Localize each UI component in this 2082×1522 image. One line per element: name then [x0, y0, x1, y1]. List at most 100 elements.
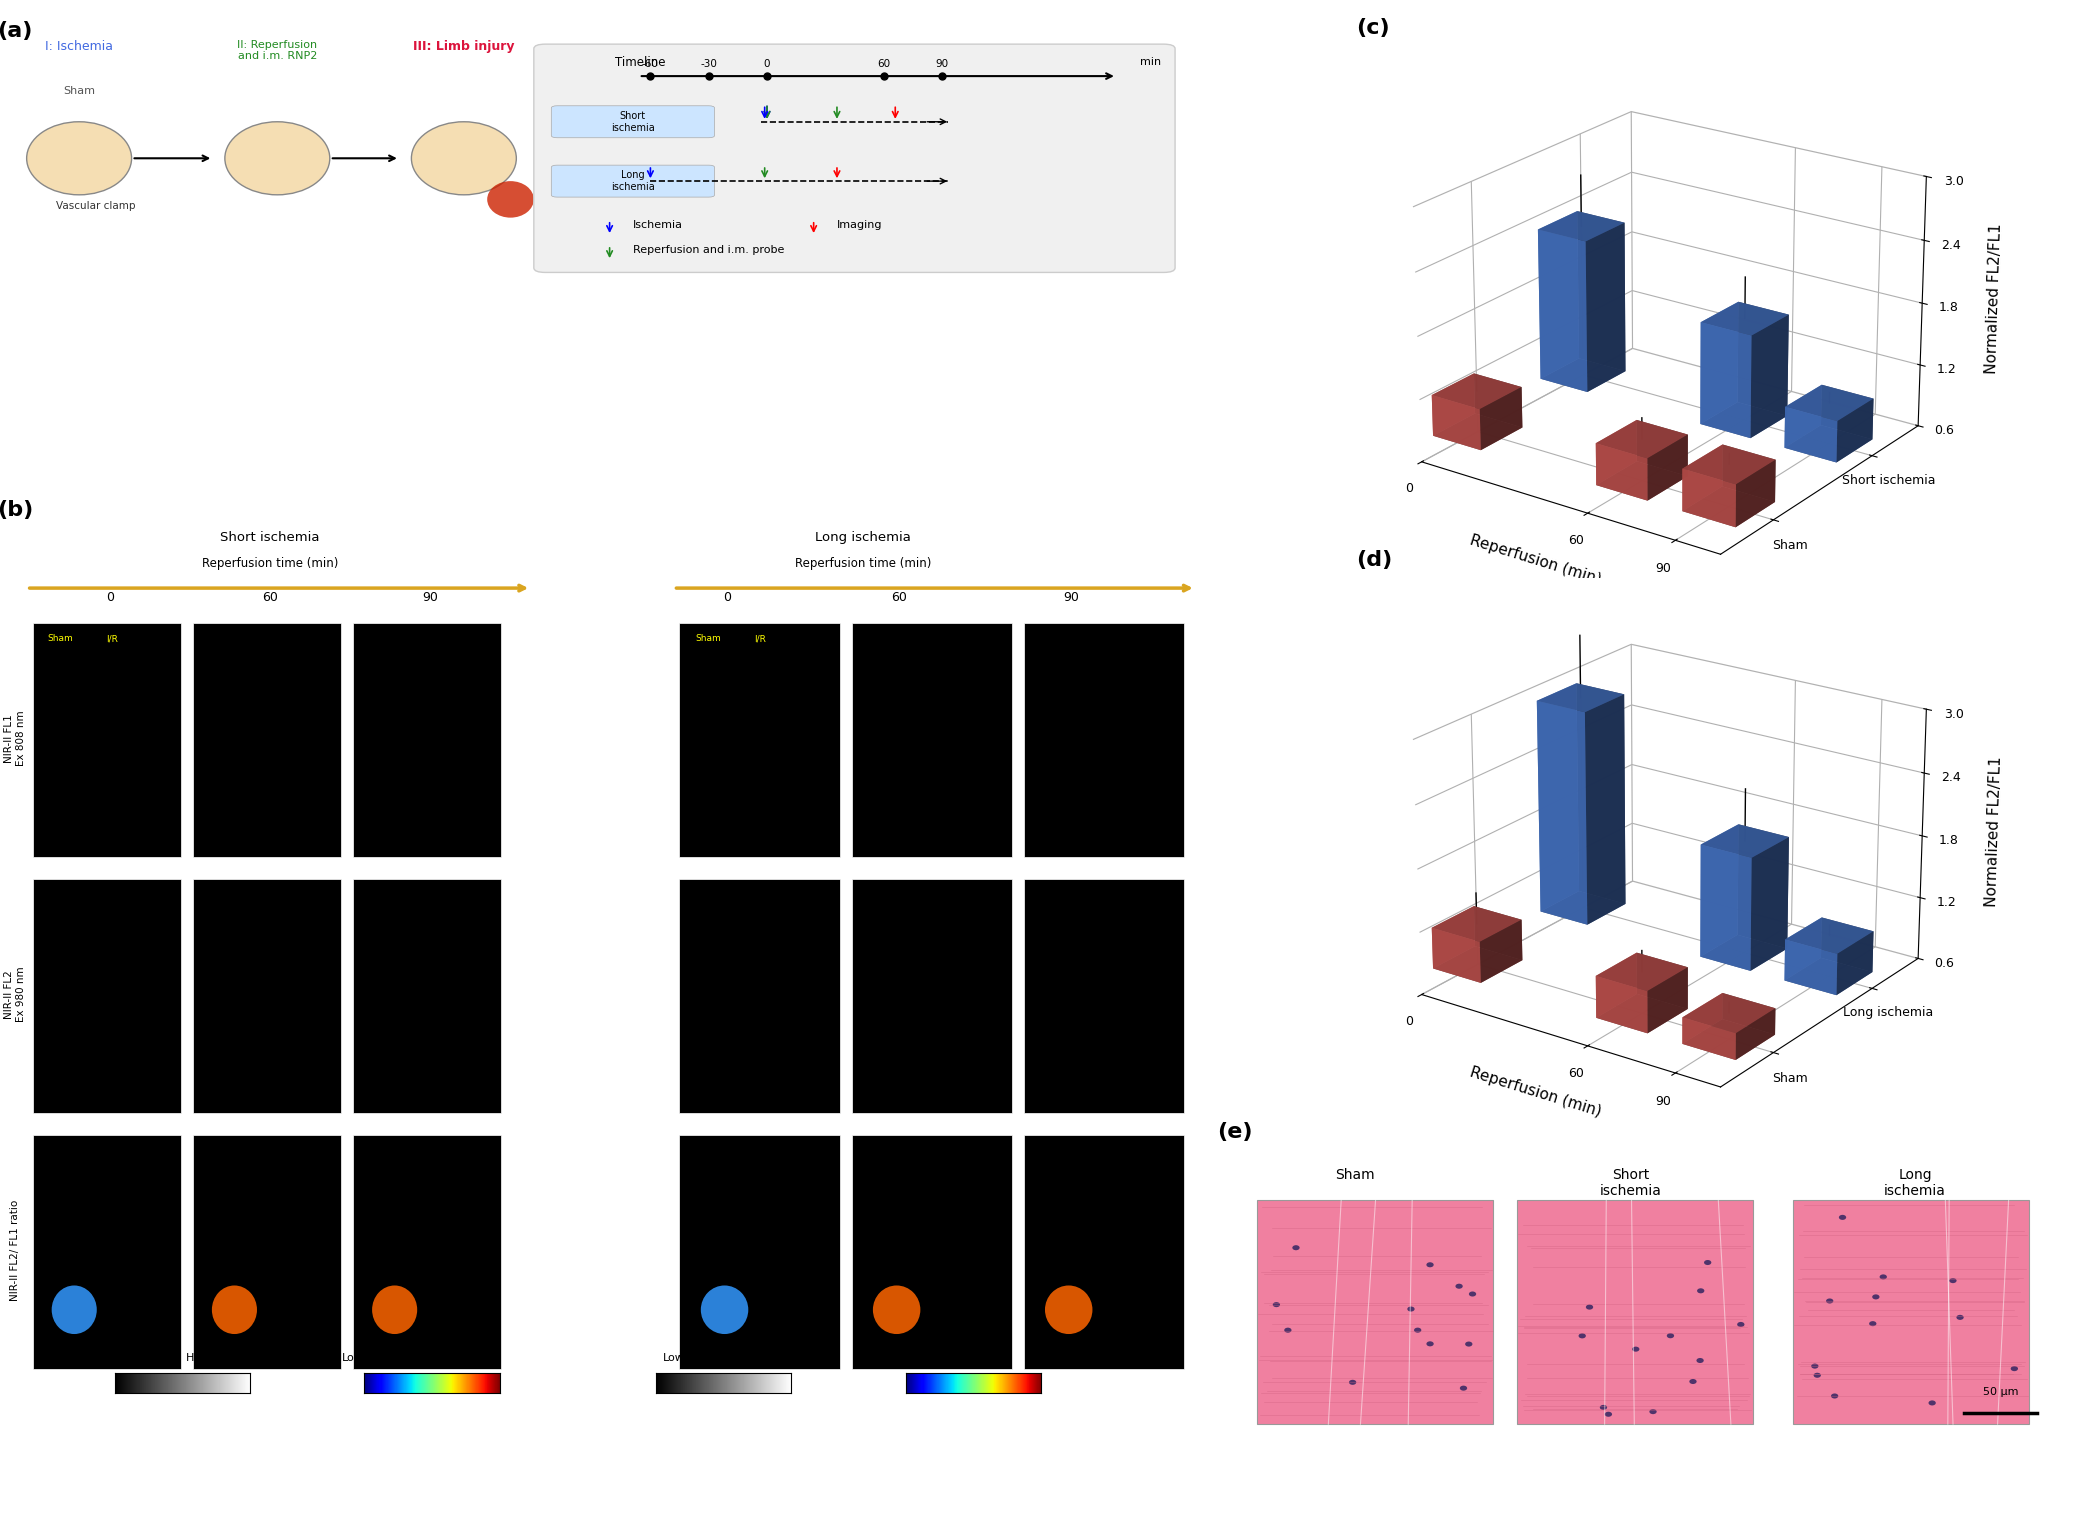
Ellipse shape — [2011, 1367, 2017, 1371]
Text: Sham: Sham — [48, 635, 73, 644]
Ellipse shape — [1689, 1379, 1697, 1383]
Ellipse shape — [1872, 1294, 1880, 1300]
Ellipse shape — [1459, 1385, 1468, 1391]
Text: Low: Low — [960, 1353, 981, 1362]
Text: Reperfusion time (min): Reperfusion time (min) — [202, 557, 337, 571]
Ellipse shape — [1830, 1394, 1838, 1399]
Text: Sham: Sham — [1335, 1167, 1374, 1181]
Text: Long ischemia: Long ischemia — [816, 531, 912, 543]
Bar — [1024, 880, 1185, 1114]
Bar — [852, 624, 1012, 857]
Text: 60: 60 — [877, 59, 891, 68]
Ellipse shape — [1697, 1288, 1705, 1294]
Bar — [1258, 1199, 1493, 1425]
Bar — [354, 1135, 502, 1370]
Ellipse shape — [1426, 1262, 1434, 1268]
Text: 90: 90 — [1064, 592, 1078, 604]
FancyBboxPatch shape — [552, 164, 714, 196]
Ellipse shape — [1870, 1321, 1876, 1326]
Bar — [679, 1135, 839, 1370]
Ellipse shape — [702, 1286, 747, 1333]
Ellipse shape — [1838, 1215, 1847, 1221]
Text: -60: -60 — [641, 59, 658, 68]
Text: High: High — [185, 1353, 212, 1362]
Text: Reperfusion and i.m. probe: Reperfusion and i.m. probe — [633, 245, 785, 256]
Ellipse shape — [1455, 1283, 1464, 1289]
Text: 0: 0 — [722, 592, 731, 604]
Ellipse shape — [1736, 1323, 1745, 1327]
Bar — [679, 624, 839, 857]
Text: min: min — [1141, 58, 1162, 67]
Ellipse shape — [1605, 1412, 1611, 1417]
Text: 0: 0 — [764, 59, 770, 68]
Ellipse shape — [1293, 1245, 1299, 1250]
Text: I/R: I/R — [106, 635, 119, 644]
Ellipse shape — [225, 122, 329, 195]
Text: (e): (e) — [1216, 1122, 1251, 1142]
FancyBboxPatch shape — [533, 44, 1174, 272]
Ellipse shape — [1414, 1327, 1422, 1333]
Text: Timeline: Timeline — [616, 56, 666, 68]
Ellipse shape — [1668, 1333, 1674, 1338]
Text: 90: 90 — [935, 59, 949, 68]
Ellipse shape — [412, 122, 516, 195]
Ellipse shape — [1813, 1373, 1822, 1377]
Text: NIR-II FL1
Ex 808 nm: NIR-II FL1 Ex 808 nm — [4, 711, 25, 766]
Bar — [194, 1135, 341, 1370]
Ellipse shape — [27, 122, 131, 195]
Ellipse shape — [487, 181, 533, 218]
Text: NIR-II FL2/ FL1 ratio: NIR-II FL2/ FL1 ratio — [10, 1199, 21, 1301]
Ellipse shape — [1045, 1286, 1093, 1333]
Text: High: High — [1076, 1353, 1101, 1362]
Bar — [1793, 1199, 2028, 1425]
Text: (c): (c) — [1355, 18, 1389, 38]
Ellipse shape — [1578, 1333, 1586, 1338]
Text: Long
ischemia: Long ischemia — [610, 170, 656, 192]
Ellipse shape — [1949, 1278, 1957, 1283]
Ellipse shape — [1272, 1303, 1280, 1307]
Ellipse shape — [1407, 1306, 1414, 1312]
Text: Long
ischemia: Long ischemia — [1884, 1167, 1947, 1198]
Text: Sham: Sham — [62, 87, 96, 96]
Text: Imaging: Imaging — [837, 219, 883, 230]
Ellipse shape — [212, 1286, 256, 1333]
Text: Short
ischemia: Short ischemia — [610, 111, 656, 132]
Ellipse shape — [1811, 1364, 1818, 1368]
Text: (b): (b) — [0, 499, 33, 521]
X-axis label: Reperfusion (min): Reperfusion (min) — [1468, 1065, 1603, 1120]
Bar — [354, 624, 502, 857]
Text: 50 μm: 50 μm — [1982, 1387, 2017, 1397]
Text: -30: -30 — [700, 59, 716, 68]
Ellipse shape — [1426, 1341, 1434, 1347]
Text: II: Reperfusion
and i.m. RNP2: II: Reperfusion and i.m. RNP2 — [237, 40, 316, 61]
Ellipse shape — [1466, 1341, 1472, 1347]
Ellipse shape — [373, 1286, 416, 1333]
Text: Low: Low — [69, 1353, 92, 1362]
Text: Ischemia: Ischemia — [633, 219, 683, 230]
Bar — [679, 880, 839, 1114]
Bar — [33, 624, 181, 857]
Ellipse shape — [1649, 1409, 1657, 1414]
Text: (d): (d) — [1355, 549, 1393, 571]
Bar — [354, 880, 502, 1114]
Ellipse shape — [1632, 1347, 1639, 1352]
FancyBboxPatch shape — [552, 107, 714, 139]
Ellipse shape — [1285, 1327, 1291, 1333]
Text: 0: 0 — [106, 592, 115, 604]
Text: Sham: Sham — [695, 635, 720, 644]
Text: High: High — [458, 1353, 485, 1362]
Text: I/R: I/R — [754, 635, 766, 644]
Text: Low: Low — [341, 1353, 364, 1362]
Ellipse shape — [1470, 1292, 1476, 1297]
Ellipse shape — [1826, 1298, 1834, 1303]
Ellipse shape — [1599, 1405, 1607, 1409]
Text: NIR-II FL2
Ex 980 nm: NIR-II FL2 Ex 980 nm — [4, 966, 25, 1021]
Bar — [852, 880, 1012, 1114]
Text: Short ischemia: Short ischemia — [221, 531, 321, 543]
Bar — [33, 1135, 181, 1370]
Text: Short
ischemia: Short ischemia — [1599, 1167, 1661, 1198]
Text: I: Ischemia: I: Ischemia — [46, 40, 112, 53]
Ellipse shape — [1703, 1260, 1711, 1265]
Ellipse shape — [872, 1286, 920, 1333]
Text: Reperfusion time (min): Reperfusion time (min) — [795, 557, 931, 571]
